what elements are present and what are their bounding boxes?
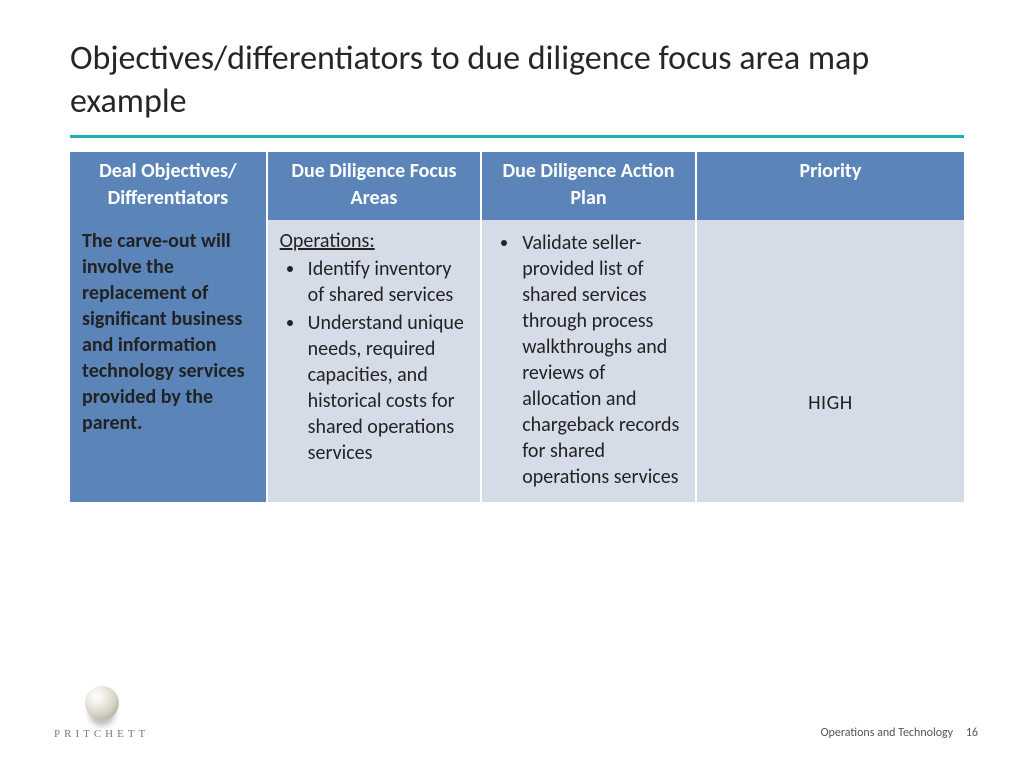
accent-rule <box>70 135 964 138</box>
footer-section: Operations and Technology <box>821 726 954 740</box>
cell-action: Validate seller-provided list of shared … <box>481 220 696 502</box>
footer-right: Operations and Technology 16 <box>821 726 978 740</box>
brand-logo: PRITCHETT <box>54 686 149 740</box>
page-number: 16 <box>966 726 978 740</box>
dd-table: Deal Objectives/ Differentiators Due Dil… <box>70 152 964 502</box>
list-item: Validate seller-provided list of shared … <box>520 230 683 490</box>
slide-footer: PRITCHETT Operations and Technology 16 <box>0 686 1024 740</box>
col-header-focus: Due Diligence Focus Areas <box>267 152 482 220</box>
cell-objective: The carve-out will involve the replaceme… <box>70 220 267 502</box>
col-header-action: Due Diligence Action Plan <box>481 152 696 220</box>
list-item: Understand unique needs, required capaci… <box>306 310 469 466</box>
brand-name: PRITCHETT <box>54 728 149 740</box>
sphere-icon <box>85 686 119 720</box>
col-header-objectives: Deal Objectives/ Differentiators <box>70 152 267 220</box>
cell-priority: HIGH <box>696 220 964 502</box>
slide-title: Objectives/differentiators to due dilige… <box>70 38 964 123</box>
list-item: Identify inventory of shared services <box>306 256 469 308</box>
col-header-priority: Priority <box>696 152 964 220</box>
table-header-row: Deal Objectives/ Differentiators Due Dil… <box>70 152 964 220</box>
focus-bullet-list: Identify inventory of shared servicesUnd… <box>280 256 469 466</box>
table-row: The carve-out will involve the replaceme… <box>70 220 964 502</box>
focus-section-label: Operations: <box>280 229 375 253</box>
cell-focus: Operations: Identify inventory of shared… <box>267 220 482 502</box>
action-bullet-list: Validate seller-provided list of shared … <box>494 230 683 490</box>
